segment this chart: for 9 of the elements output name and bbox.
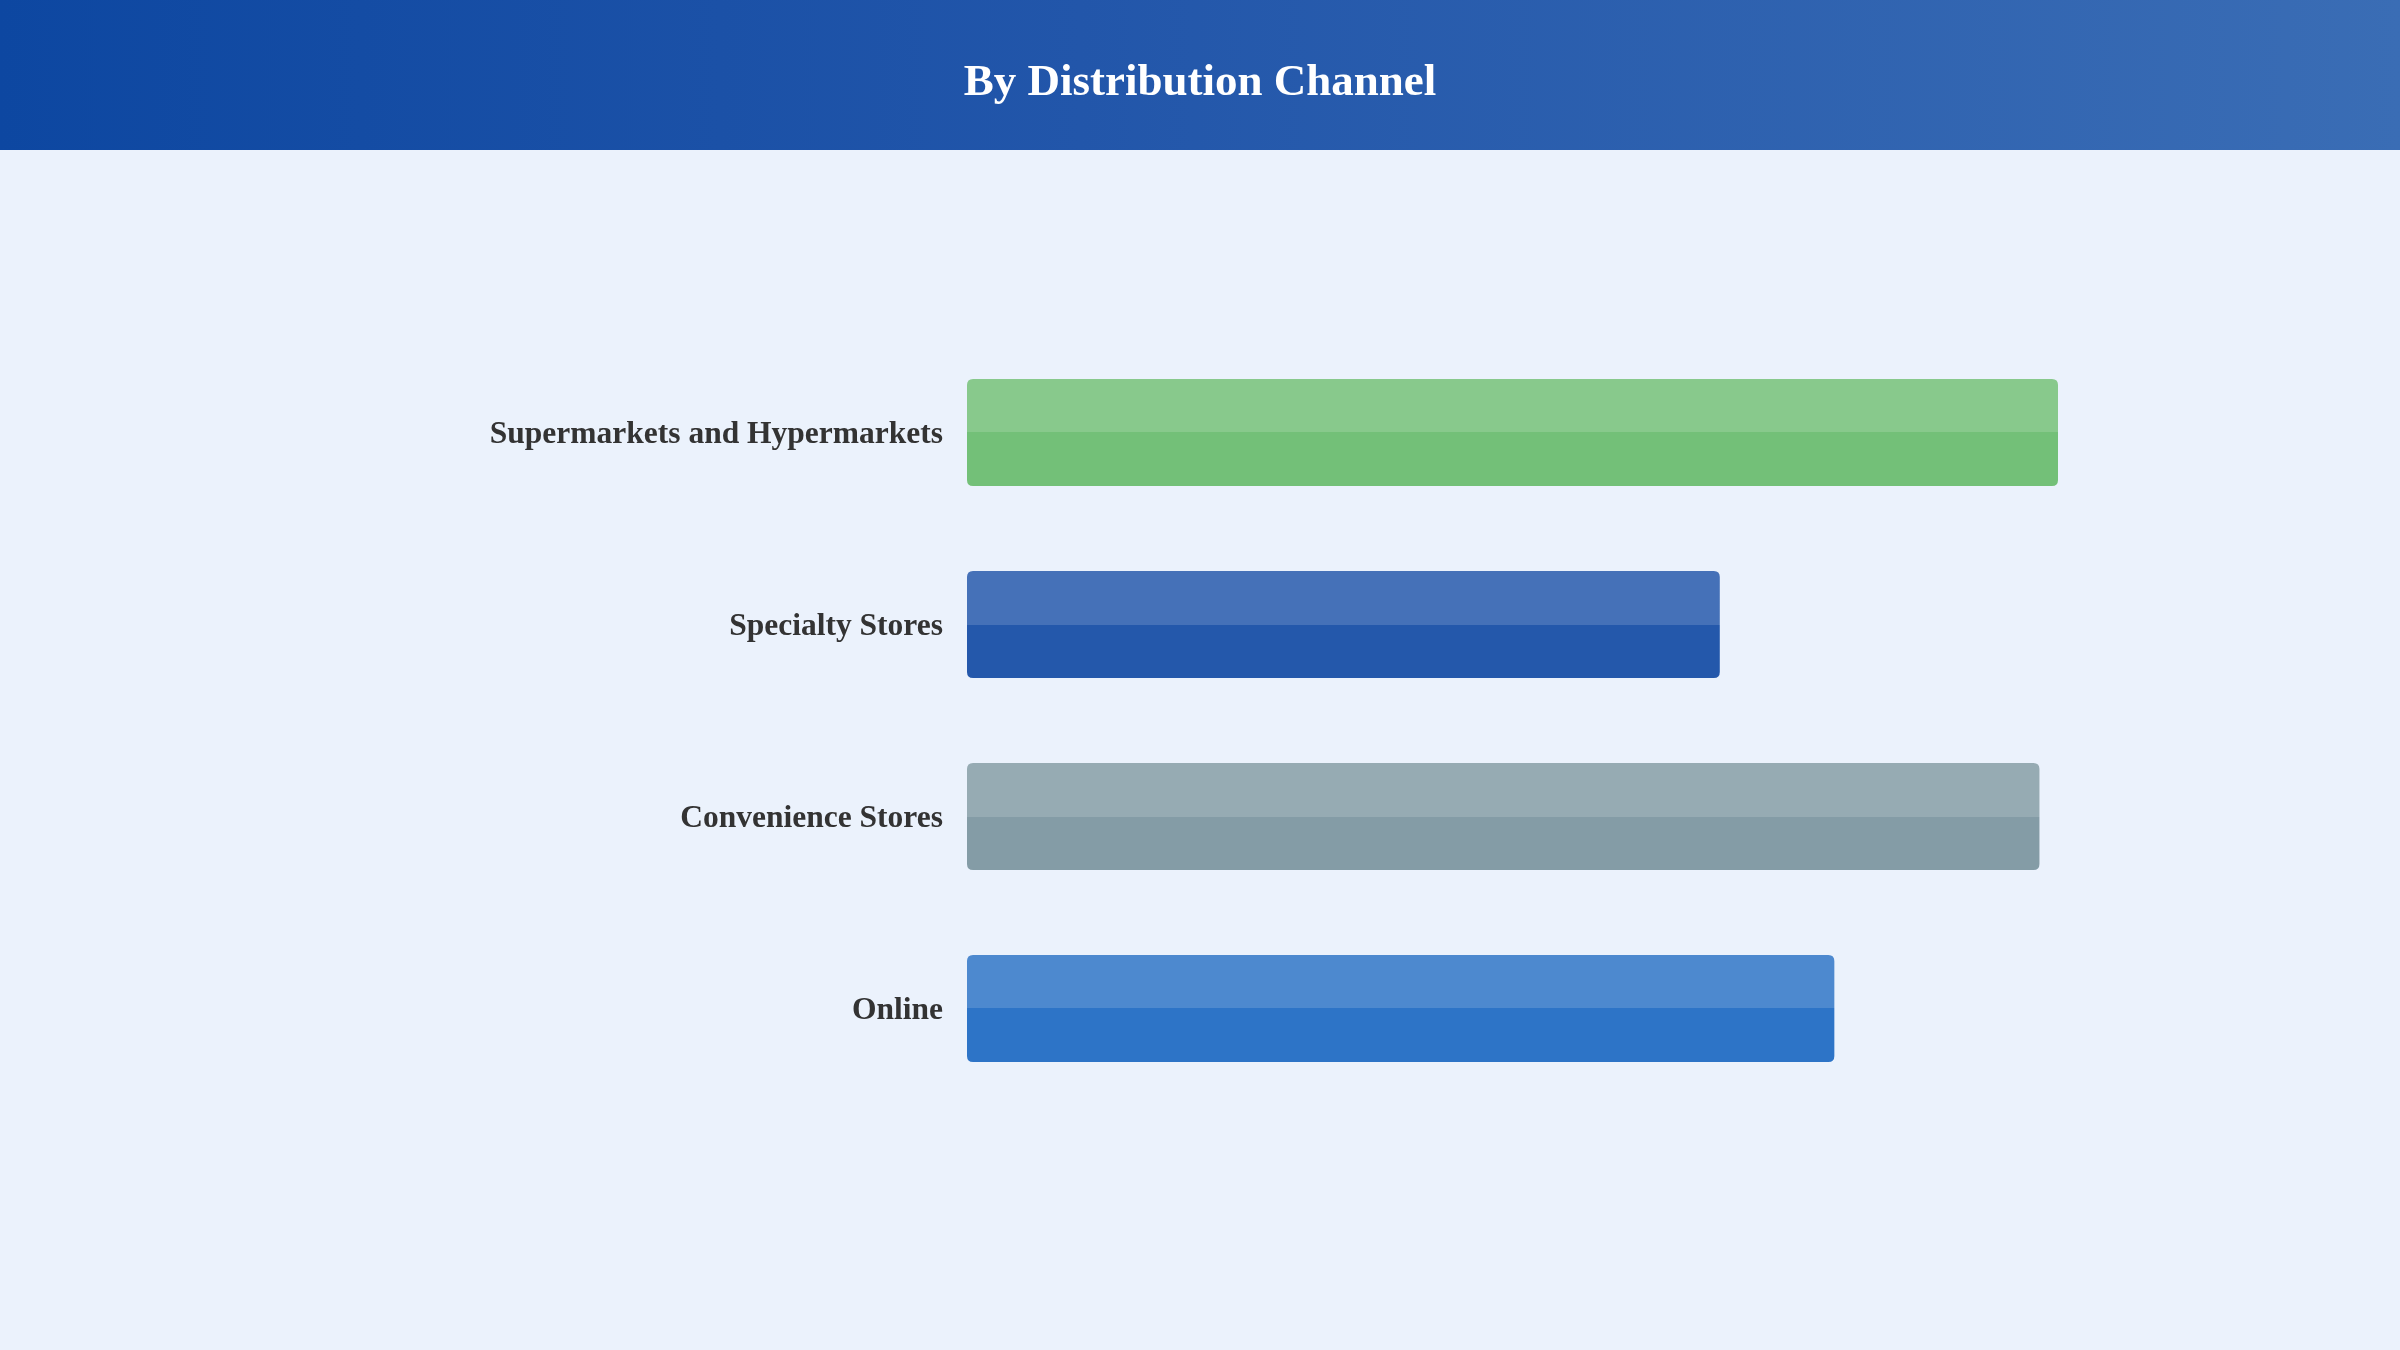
y-tick-label: Online <box>851 991 944 1027</box>
y-tick-label: Specialty Stores <box>729 607 943 643</box>
y-tick-label: Convenience Stores <box>680 799 943 835</box>
bar <box>967 763 2040 870</box>
y-tick-label: Supermarkets and Hypermarkets <box>489 415 943 451</box>
bar <box>967 571 1720 678</box>
chart-title: By Distribution Channel <box>963 54 1437 106</box>
bar <box>967 379 2058 486</box>
bar <box>967 955 1835 1062</box>
